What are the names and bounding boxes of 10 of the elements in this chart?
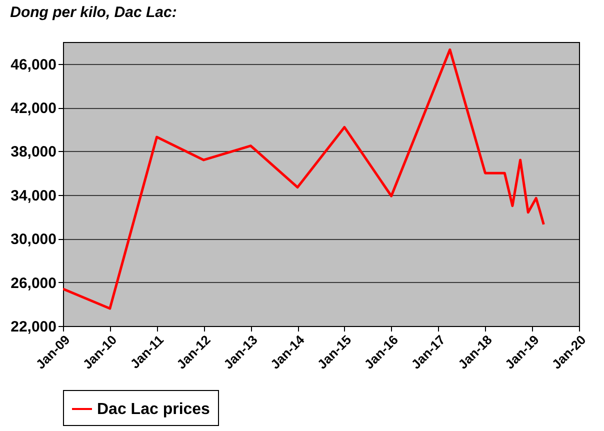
line-series [63, 48, 545, 310]
y-tick-label: 38,000 [10, 144, 56, 161]
y-tick-label: 22,000 [10, 318, 56, 336]
y-tick-label: 30,000 [10, 231, 56, 248]
y-tick-label: 26,000 [10, 274, 56, 292]
legend-label: Dac Lac prices [97, 401, 210, 418]
y-tick-label: 34,000 [10, 187, 56, 204]
y-tick-label: 46,000 [10, 56, 56, 74]
y-tick-label: 42,000 [10, 100, 56, 118]
chart-title: Dong per kilo, Dac Lac: [10, 4, 177, 21]
